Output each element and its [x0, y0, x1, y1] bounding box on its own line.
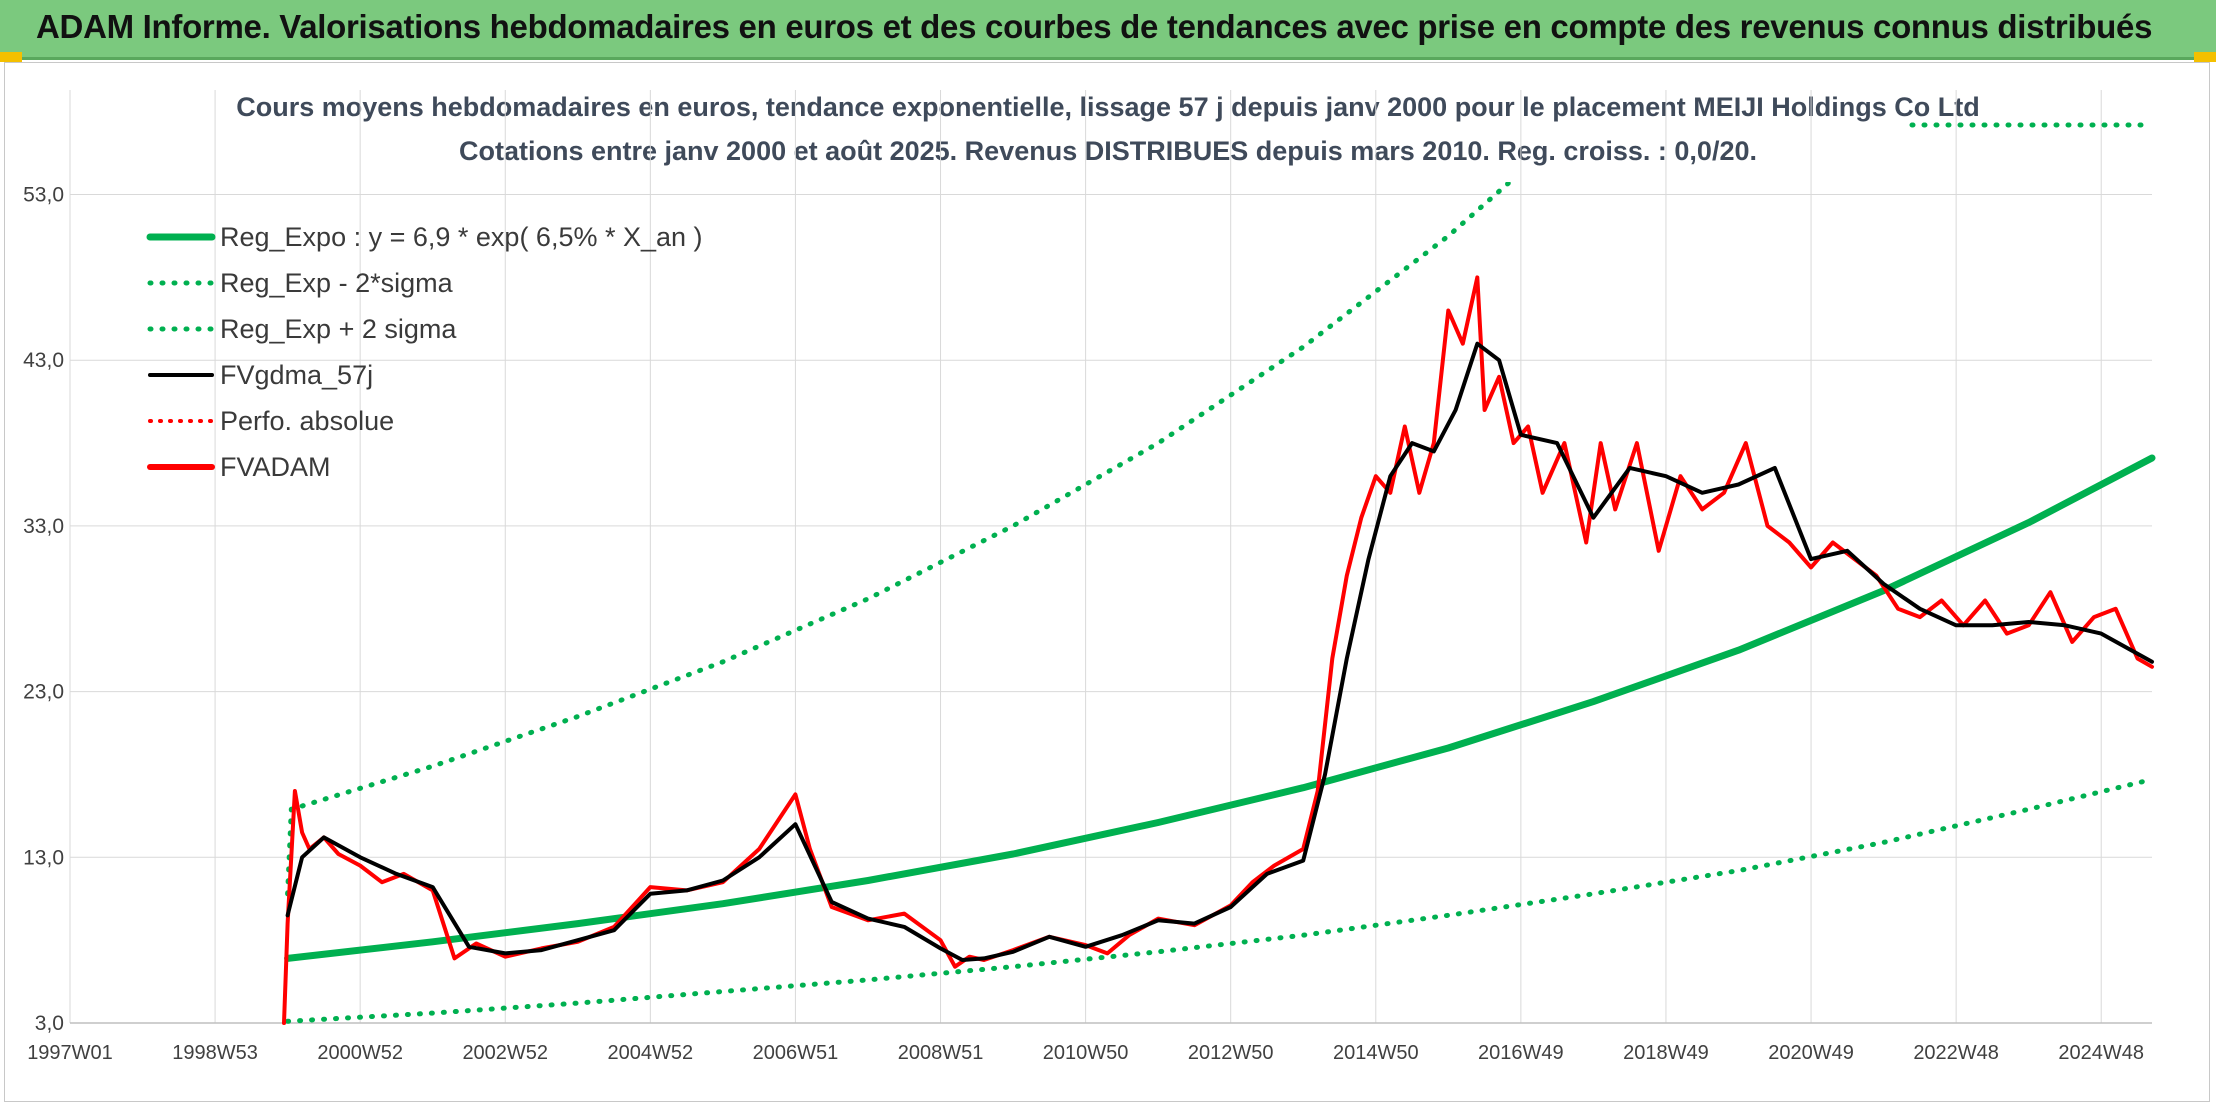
x-tick-label: 2008W51 — [898, 1042, 984, 1064]
legend-label: Perfo. absolue — [220, 406, 394, 436]
legend-label: Reg_Expo : y = 6,9 * exp( 6,5% * X_an ) — [220, 222, 703, 252]
banner-corner-left — [0, 52, 22, 62]
x-tick-label: 2014W50 — [1333, 1042, 1419, 1064]
legend-label: Reg_Exp - 2*sigma — [220, 268, 454, 298]
x-tick-label: 2020W49 — [1768, 1042, 1854, 1064]
y-tick-label: 23,0 — [23, 681, 64, 704]
series-fvgdma-line — [285, 341, 2154, 962]
series-reg-exp-plus-line — [285, 182, 1514, 897]
x-tick-label: 2022W48 — [1913, 1042, 1999, 1064]
x-tick-label: 2004W52 — [608, 1042, 694, 1064]
x-tick-label: 1998W53 — [172, 1042, 258, 1064]
x-tick-label: 2018W49 — [1623, 1042, 1709, 1064]
x-tick-label: 2006W51 — [753, 1042, 839, 1064]
chart-subtitle: Cotations entre janv 2000 et août 2025. … — [458, 136, 1757, 166]
y-tick-label: 43,0 — [23, 349, 64, 372]
legend-label: FVgdma_57j — [220, 360, 373, 390]
x-tick-label: 2000W52 — [317, 1042, 403, 1064]
x-tick-label: 2002W52 — [462, 1042, 548, 1064]
x-tick-label: 2010W50 — [1043, 1042, 1129, 1064]
chart-title: Cours moyens hebdomadaires en euros, ten… — [236, 92, 1980, 122]
y-tick-label: 53,0 — [23, 184, 64, 207]
y-tick-label: 3,0 — [35, 1012, 64, 1035]
y-tick-label: 33,0 — [23, 515, 64, 538]
x-tick-label: 1997W01 — [27, 1042, 113, 1064]
x-tick-label: 2024W48 — [2058, 1042, 2144, 1064]
series-reg-exp-minus-line — [285, 776, 2155, 1024]
banner-corner-right — [2194, 52, 2216, 62]
report-title: ADAM Informe. Valorisations hebdomadaire… — [36, 8, 2153, 45]
legend-label: FVADAM — [220, 452, 331, 482]
series-reg-expo-line — [284, 454, 2156, 962]
legend-label: Reg_Exp + 2 sigma — [220, 314, 457, 344]
report-banner: ADAM Informe. Valorisations hebdomadaire… — [0, 0, 2216, 62]
x-tick-label: 2016W49 — [1478, 1042, 1564, 1064]
x-tick-label: 2012W50 — [1188, 1042, 1274, 1064]
y-tick-label: 13,0 — [23, 846, 64, 869]
chart-area — [4, 62, 2210, 1102]
